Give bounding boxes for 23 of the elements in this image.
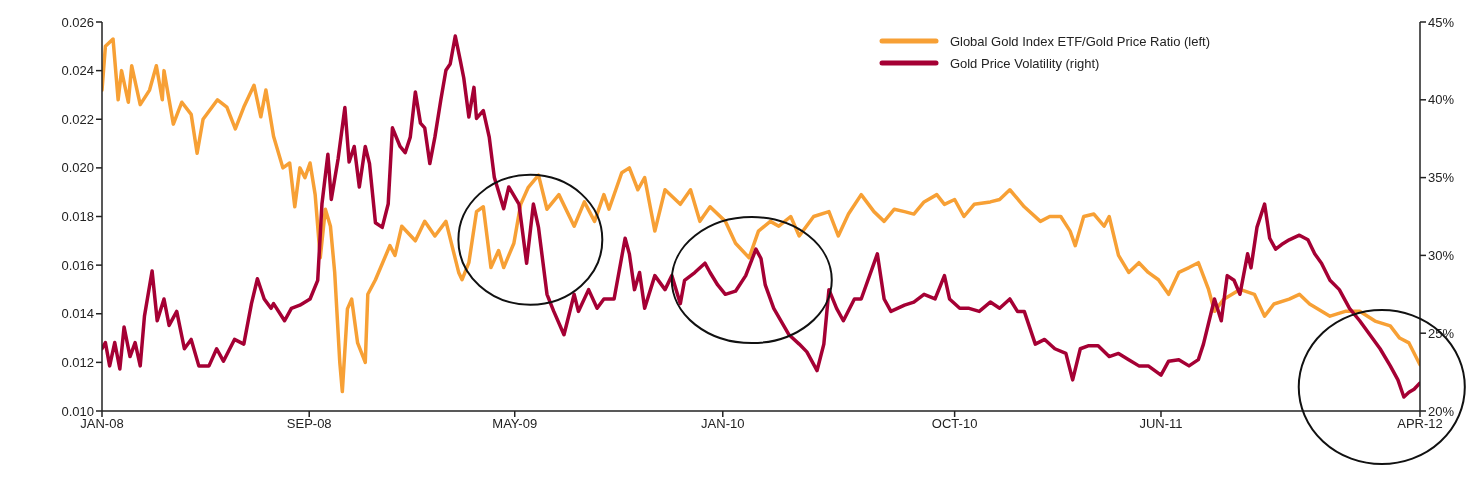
x-tick-label: JAN-08 [80, 416, 124, 432]
y-tick-label: 0.010 [61, 403, 94, 419]
y-tick-label: 0.012 [61, 354, 94, 370]
y2-tick-label: 35% [1428, 170, 1455, 186]
y2-tick-label: 30% [1428, 248, 1455, 264]
x-tick-label: APR-12 [1397, 416, 1443, 432]
y-tick-label: 0.016 [61, 257, 94, 273]
y-tick-label: 0.020 [61, 160, 94, 176]
x-tick-label: OCT-10 [931, 416, 978, 432]
y-tick-label: 0.018 [61, 209, 94, 225]
y-tick-label: 0.014 [61, 306, 94, 322]
x-tick-label: JUN-11 [1139, 416, 1183, 432]
y-tick-label: 0.024 [61, 63, 94, 79]
y2-tick-label: 20% [1428, 403, 1455, 419]
x-tick-label: MAY-09 [492, 416, 538, 432]
y-tick-label: 0.026 [61, 14, 94, 30]
legend-label: Gold Price Volatility (right) [949, 55, 1100, 71]
legend-label: Global Gold Index ETF/Gold Price Ratio (left) [949, 33, 1210, 49]
x-tick-label: JAN-10 [701, 416, 745, 432]
y-tick-label: 0.022 [61, 111, 94, 127]
y2-tick-label: 45% [1428, 14, 1455, 30]
y2-tick-label: 40% [1428, 92, 1455, 108]
x-tick-label: SEP-08 [286, 416, 332, 432]
